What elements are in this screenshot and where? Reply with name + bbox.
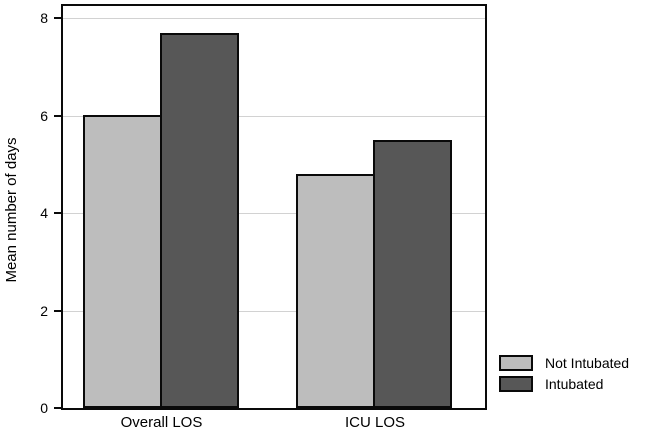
y-tick-4 — [54, 212, 61, 214]
legend: Not Intubated Intubated — [499, 355, 629, 397]
legend-swatch-intubated — [499, 376, 533, 392]
y-tick-label-0: 0 — [40, 400, 48, 416]
y-tick-label-4: 4 — [40, 205, 48, 221]
y-tick-2 — [54, 309, 61, 312]
legend-swatch-not-intubated — [499, 355, 533, 371]
gridline-y4 — [63, 213, 485, 214]
y-tick-label-2: 2 — [40, 302, 48, 319]
y-axis-title: Mean number of days — [3, 137, 20, 283]
legend-label: Intubated — [545, 376, 604, 392]
gridline-y6 — [63, 115, 485, 117]
legend-label: Not Intubated — [545, 355, 630, 371]
y-tick-label-8: 8 — [40, 10, 48, 26]
gridline-y2 — [63, 310, 485, 312]
bar-overall-los-intubated — [159, 33, 239, 408]
x-category-label-icu-los: ICU LOS — [344, 414, 405, 431]
bar-overall-los-not-intubated — [82, 115, 162, 408]
bar-icu-los-not-intubated — [296, 174, 375, 408]
legend-item-intubated: Intubated — [499, 376, 629, 392]
gridline-y8 — [63, 18, 485, 19]
y-tick-8 — [54, 17, 61, 19]
legend-item-not-intubated: Not Intubated — [499, 355, 629, 371]
bar-icu-los-intubated — [373, 140, 452, 408]
y-tick-label-6: 6 — [40, 107, 48, 124]
plot-area — [61, 4, 487, 410]
y-tick-0 — [54, 407, 61, 409]
x-category-label-overall-los: Overall LOS — [120, 414, 203, 431]
y-tick-6 — [54, 114, 61, 117]
